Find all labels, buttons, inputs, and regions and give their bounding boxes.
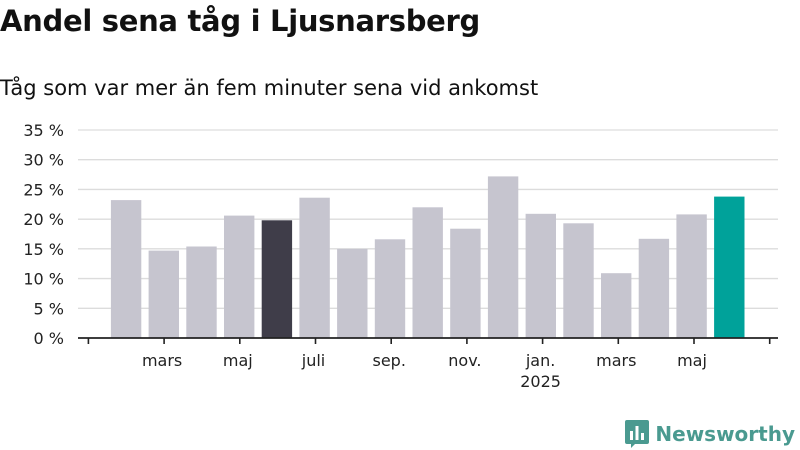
- newsworthy-icon: [625, 420, 650, 448]
- newsworthy-logo: Newsworthy: [625, 420, 795, 448]
- x-tick-label: maj: [223, 351, 253, 370]
- bar-chart: 0 % 5 % 10 % 15 % 20 % 25 % 30 % 35 % mars maj ju…: [23, 121, 778, 391]
- y-tick-label: 35 %: [23, 121, 64, 140]
- x-tick-label: nov.: [448, 351, 481, 370]
- bar-2024-03: [186, 246, 217, 338]
- bar-2024-09: [412, 207, 443, 338]
- x-tick-label: mars: [142, 351, 182, 370]
- bar-2024-07: [337, 248, 368, 338]
- bar-2024-08: [374, 239, 406, 338]
- bar-2024-12: [525, 213, 556, 338]
- x-tick-label: mars: [596, 351, 636, 370]
- bar-2025-01: [563, 223, 594, 338]
- bar-2024-10: [450, 228, 481, 338]
- bar-2024-11: [487, 176, 519, 338]
- x-tick-year-label: 2025: [520, 372, 561, 391]
- bar-2024-05: [261, 220, 293, 338]
- x-axis: mars maj juli sep. nov. jan. mars maj 2025: [78, 337, 778, 391]
- bar-2025-02: [601, 273, 632, 338]
- y-tick-label: 25 %: [23, 180, 64, 199]
- y-tick-label: 20 %: [23, 210, 64, 229]
- y-tick-label: 15 %: [23, 240, 64, 259]
- y-tick-label: 30 %: [23, 151, 64, 170]
- x-tick-label: juli: [301, 351, 325, 370]
- y-tick-label: 10 %: [23, 270, 64, 289]
- chart-title: Andel sena tåg i Ljusnarsberg: [0, 4, 481, 38]
- x-tick-label: sep.: [372, 351, 405, 370]
- bar-2024-06: [299, 197, 330, 338]
- bar-2024-04: [224, 215, 255, 338]
- bar-2025-04: [676, 214, 707, 338]
- brand-name: Newsworthy: [655, 422, 795, 446]
- bar-2024-01: [110, 200, 142, 338]
- x-tick-label: maj: [677, 351, 707, 370]
- bar-2025-05: [714, 196, 745, 338]
- bars: [110, 176, 745, 338]
- bar-2024-02: [148, 250, 179, 338]
- chart-subtitle: Tåg som var mer än fem minuter sena vid …: [0, 76, 539, 100]
- y-tick-label: 0 %: [34, 329, 64, 348]
- x-tick-label: jan.: [525, 351, 555, 370]
- bar-2025-03: [638, 238, 670, 338]
- y-axis-ticks: 0 % 5 % 10 % 15 % 20 % 25 % 30 % 35 %: [23, 121, 64, 348]
- y-tick-label: 5 %: [34, 299, 64, 318]
